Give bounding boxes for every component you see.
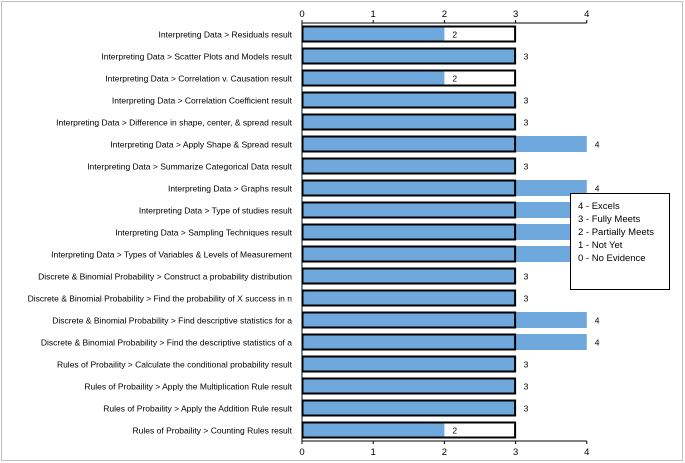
bar	[302, 224, 587, 240]
legend-item-partially-meets: 2 - Partially Meets	[578, 227, 655, 238]
bar	[302, 114, 516, 130]
x-tick-label-top: 3	[513, 9, 518, 20]
data-label: 3	[524, 52, 529, 62]
target-outline	[301, 355, 517, 373]
bar	[302, 48, 516, 64]
data-label: 4	[595, 316, 600, 326]
category-label: Rules of Probaility > Apply the Multipli…	[84, 382, 292, 392]
category-label: Discrete & Binomial Probability > Find t…	[28, 294, 293, 304]
x-tick-label-top: 2	[442, 9, 447, 20]
bar	[302, 246, 587, 262]
target-outline	[301, 377, 517, 395]
target-outline	[301, 421, 517, 439]
category-label: Discrete & Binomial Probability > Find d…	[52, 316, 292, 326]
data-label: 3	[524, 382, 529, 392]
legend-box: 4 - Excels 3 - Fully Meets 2 - Partially…	[570, 193, 670, 290]
target-outline	[301, 333, 517, 351]
bar	[302, 400, 516, 416]
category-label: Interpreting Data > Scatter Plots and Mo…	[101, 52, 292, 62]
category-label: Rules of Probaility > Counting Rules res…	[133, 426, 293, 436]
legend-item-excels: 4 - Excels	[578, 201, 620, 212]
category-label: Rules of Probaility > Apply the Addition…	[103, 404, 292, 414]
data-label: 3	[524, 162, 529, 172]
category-label: Interpreting Data > Graphs result	[168, 184, 293, 194]
data-label: 4	[595, 140, 600, 150]
x-tick-label-top: 4	[584, 9, 589, 20]
target-outline	[301, 69, 517, 87]
data-label: 4	[595, 184, 600, 194]
legend-item-no-evidence: 0 - No Evidence	[578, 253, 646, 264]
bar	[302, 268, 516, 284]
category-label: Interpreting Data > Correlation Coeffici…	[112, 96, 293, 106]
category-label: Interpreting Data > Type of studies resu…	[139, 206, 293, 216]
bar	[302, 312, 587, 328]
bar	[302, 290, 516, 306]
bar	[302, 158, 516, 174]
bar	[302, 92, 516, 108]
category-label: Rules of Probaility > Calculate the cond…	[57, 360, 293, 370]
bar	[302, 202, 587, 218]
data-label: 3	[524, 118, 529, 128]
data-label: 3	[524, 272, 529, 282]
category-label: Interpreting Data > Difference in shape,…	[56, 118, 292, 128]
legend-item-not-yet: 1 - Not Yet	[578, 240, 623, 251]
target-outline	[301, 289, 517, 307]
target-outline	[301, 157, 517, 175]
category-label: Interpreting Data > Residuals result	[159, 30, 293, 40]
target-outline	[301, 113, 517, 131]
category-label: Discrete & Binomial Probability > Constr…	[38, 272, 292, 282]
x-tick-label-bottom: 0	[299, 447, 304, 458]
target-outline	[301, 245, 517, 263]
x-tick-label-bottom: 3	[513, 447, 518, 458]
x-tick-label-top: 0	[299, 9, 304, 20]
data-label: 2	[452, 74, 457, 84]
x-tick-label-top: 1	[371, 9, 376, 20]
category-label: Interpreting Data > Apply Shape & Spread…	[110, 140, 292, 150]
legend-item-fully-meets: 3 - Fully Meets	[578, 214, 641, 225]
category-label: Interpreting Data > Correlation v. Causa…	[105, 74, 292, 84]
target-outline	[301, 399, 517, 417]
data-label: 4	[595, 338, 600, 348]
bar	[302, 180, 587, 196]
bar	[302, 422, 445, 438]
target-outline	[301, 91, 517, 109]
target-outline	[301, 135, 517, 153]
data-label: 2	[452, 30, 457, 40]
target-outline	[301, 25, 517, 43]
target-outline	[301, 267, 517, 285]
bar	[302, 136, 587, 152]
category-label: Interpreting Data > Types of Variables &…	[51, 250, 293, 260]
x-tick-label-bottom: 1	[371, 447, 376, 458]
target-outline	[301, 311, 517, 329]
x-tick-label-bottom: 2	[442, 447, 447, 458]
data-label: 3	[524, 360, 529, 370]
bar	[302, 334, 587, 350]
data-label: 3	[524, 404, 529, 414]
x-tick-label-bottom: 4	[584, 447, 589, 458]
category-label: Interpreting Data > Sampling Techniques …	[115, 228, 292, 238]
target-outline	[301, 47, 517, 65]
bar	[302, 70, 445, 86]
data-label: 3	[524, 96, 529, 106]
bar	[302, 26, 445, 42]
target-outline	[301, 179, 517, 197]
data-label: 3	[524, 294, 529, 304]
bar	[302, 378, 516, 394]
bar	[302, 356, 516, 372]
category-label: Interpreting Data > Summarize Categorica…	[87, 162, 292, 172]
data-label: 2	[452, 426, 457, 436]
target-outline	[301, 201, 517, 219]
target-outline	[301, 223, 517, 241]
category-label: Discrete & Binomial Probability > Find t…	[41, 338, 292, 348]
